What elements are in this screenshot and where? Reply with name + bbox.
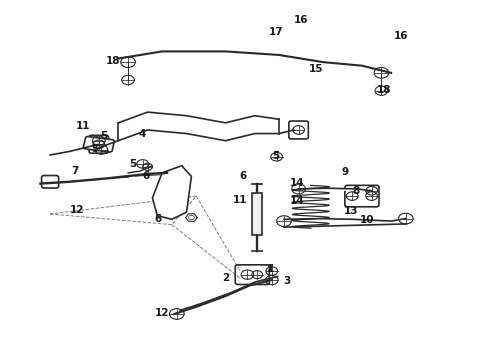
Text: 14: 14 xyxy=(290,196,304,206)
FancyBboxPatch shape xyxy=(89,135,109,153)
Text: 12: 12 xyxy=(70,204,84,215)
Polygon shape xyxy=(284,219,406,221)
FancyBboxPatch shape xyxy=(345,185,379,207)
Text: 5: 5 xyxy=(129,159,137,169)
Text: 16: 16 xyxy=(294,15,308,25)
Text: 6: 6 xyxy=(143,171,150,181)
Text: 3: 3 xyxy=(283,276,290,286)
Text: 5: 5 xyxy=(92,144,99,154)
FancyBboxPatch shape xyxy=(252,193,262,235)
Text: 8: 8 xyxy=(352,186,360,196)
FancyBboxPatch shape xyxy=(42,176,59,188)
Text: 11: 11 xyxy=(233,195,247,205)
Text: 9: 9 xyxy=(342,167,348,177)
Text: 18: 18 xyxy=(376,85,391,95)
Text: 17: 17 xyxy=(269,27,283,37)
Polygon shape xyxy=(152,166,192,219)
Text: 6: 6 xyxy=(154,214,161,224)
Text: 1: 1 xyxy=(267,264,274,274)
Text: 6: 6 xyxy=(239,171,246,181)
Text: 5: 5 xyxy=(100,131,108,141)
FancyBboxPatch shape xyxy=(83,136,114,152)
Polygon shape xyxy=(298,188,372,191)
FancyBboxPatch shape xyxy=(289,121,308,139)
Text: 16: 16 xyxy=(394,31,409,41)
Text: 2: 2 xyxy=(222,273,229,283)
Text: 13: 13 xyxy=(344,206,358,216)
Text: 7: 7 xyxy=(71,166,78,176)
Text: 11: 11 xyxy=(75,121,90,131)
Text: 5: 5 xyxy=(272,152,279,161)
Text: 12: 12 xyxy=(155,308,170,318)
Text: 18: 18 xyxy=(106,57,121,66)
Text: 14: 14 xyxy=(290,178,304,188)
Text: 4: 4 xyxy=(138,129,146,139)
FancyBboxPatch shape xyxy=(235,265,270,284)
Text: 15: 15 xyxy=(308,64,323,73)
Text: 10: 10 xyxy=(360,215,374,225)
